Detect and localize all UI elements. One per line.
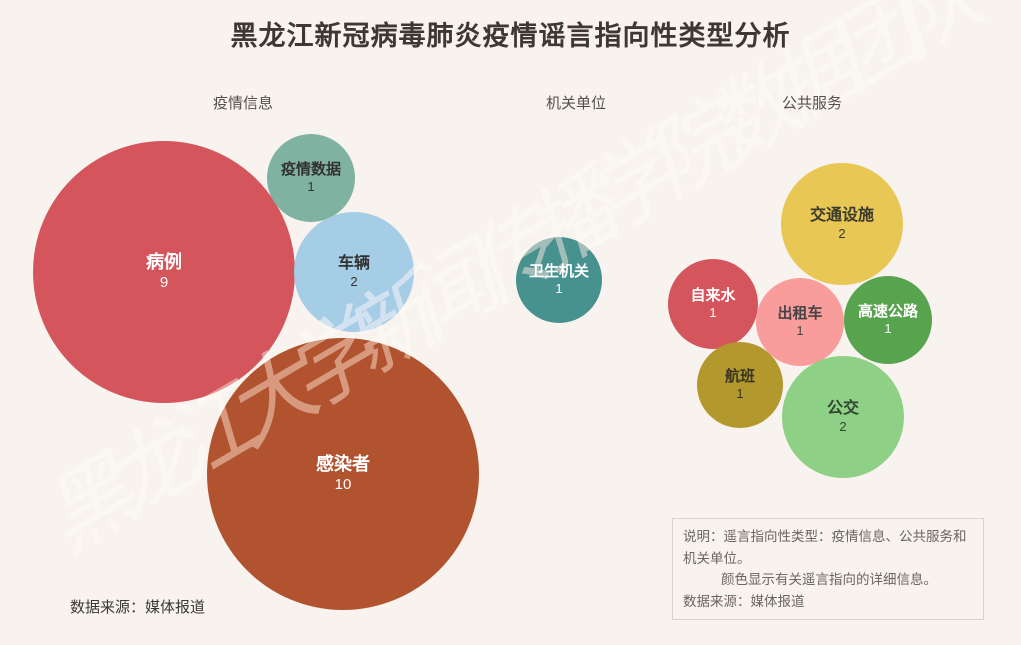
data-source: 数据来源：媒体报道 [70, 599, 206, 616]
bubble-bus: 公交 2 [782, 356, 904, 478]
bubble-label: 公交 [826, 399, 859, 417]
bubble-vehicles: 车辆 2 [294, 212, 414, 332]
bubble-epidemic-data: 疫情数据 1 [267, 134, 355, 222]
bubble-label: 病例 [146, 252, 182, 273]
bubble-traffic-facilities: 交通设施 2 [781, 163, 903, 285]
bubble-infected: 感染者 10 [207, 338, 479, 610]
note-line-2: 颜色显示有关遥言指向的详细信息。 [721, 572, 937, 588]
bubble-value: 1 [736, 386, 744, 402]
chart-title: 黑龙江新冠病毒肺炎疫情谣言指向性类型分析 [230, 21, 791, 51]
bubble-label: 航班 [724, 367, 755, 385]
bubble-health-authority: 卫生机关 1 [516, 237, 602, 323]
bubble-value: 1 [307, 179, 315, 195]
bubble-label: 车辆 [337, 254, 370, 272]
bubble-value: 2 [350, 273, 358, 289]
bubble-value: 1 [709, 305, 717, 321]
bubble-value: 1 [796, 323, 804, 339]
bubble-value: 1 [555, 281, 563, 297]
note-box: 说明：遥言指向性类型：疫情信息、公共服务和机关单位。 颜色显示有关遥言指向的详细… [672, 518, 984, 621]
bubble-value: 2 [839, 418, 847, 434]
bubble-value: 1 [884, 321, 892, 337]
bubble-label: 疫情数据 [280, 160, 341, 178]
bubble-highway: 高速公路 1 [844, 276, 932, 364]
bubble-label: 高速公路 [857, 302, 918, 320]
bubble-label: 出租车 [777, 304, 823, 322]
bubble-cases: 病例 9 [33, 141, 295, 403]
note-line-3: 数据来源：媒体报道 [683, 593, 805, 609]
category-label-public-service: 公共服务 [781, 95, 843, 112]
bubble-label: 感染者 [316, 454, 370, 475]
bubble-value: 9 [159, 273, 169, 291]
bubble-taxi: 出租车 1 [756, 278, 844, 366]
category-label-epidemic-info: 疫情信息 [212, 95, 274, 112]
note-line-1: 说明：遥言指向性类型：疫情信息、公共服务和机关单位。 [683, 529, 967, 566]
bubble-label: 交通设施 [809, 206, 874, 224]
bubble-value: 10 [334, 475, 352, 493]
bubble-label: 卫生机关 [528, 262, 589, 280]
bubble-label: 自来水 [690, 286, 736, 304]
bubble-value: 2 [838, 225, 846, 241]
category-label-government-unit: 机关单位 [545, 95, 607, 112]
bubble-tap-water: 自来水 1 [668, 259, 758, 349]
bubble-flight: 航班 1 [697, 342, 783, 428]
